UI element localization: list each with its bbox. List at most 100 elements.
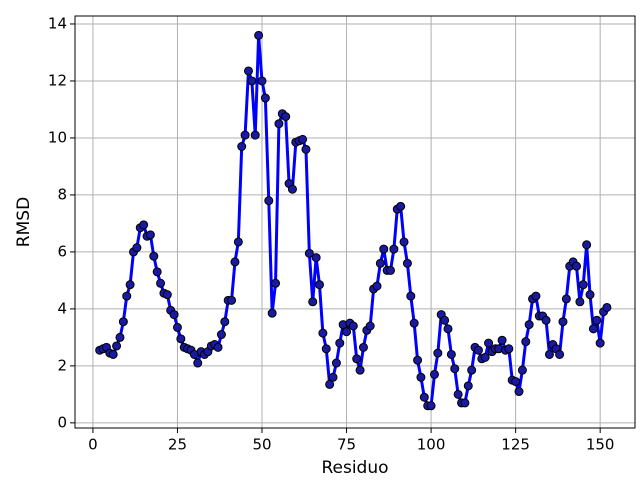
y-tick-label: 8 — [57, 185, 67, 203]
data-point — [328, 372, 338, 382]
data-point — [524, 320, 534, 330]
x-tick-label: 25 — [168, 436, 187, 454]
data-point — [467, 365, 477, 375]
x-tick-label: 0 — [88, 436, 98, 454]
data-point — [399, 237, 409, 247]
data-point — [504, 344, 514, 354]
data-point — [193, 358, 203, 368]
data-point — [325, 379, 335, 389]
x-tick-label: 150 — [586, 436, 615, 454]
y-tick-label: 12 — [48, 71, 67, 89]
data-point — [237, 141, 247, 151]
data-point — [440, 315, 450, 325]
data-point — [240, 130, 250, 140]
data-point — [216, 330, 226, 340]
data-point — [446, 349, 456, 359]
data-point — [453, 389, 463, 399]
y-tick-label: 4 — [57, 299, 67, 317]
data-point — [484, 338, 494, 348]
x-tick-label: 100 — [417, 436, 446, 454]
data-point — [331, 358, 341, 368]
data-point — [582, 240, 592, 250]
data-point — [413, 355, 423, 365]
data-point — [145, 230, 155, 240]
data-point — [260, 93, 270, 103]
data-point — [396, 201, 406, 211]
x-tick-label: 75 — [337, 436, 356, 454]
y-tick-label: 14 — [48, 14, 67, 32]
data-point — [304, 248, 314, 258]
y-axis-label: RMSD — [14, 197, 34, 247]
data-point — [274, 119, 284, 129]
data-point — [578, 280, 588, 290]
data-point — [139, 220, 149, 230]
data-point — [122, 291, 132, 301]
data-point — [558, 317, 568, 327]
data-point — [473, 345, 483, 355]
data-point — [254, 30, 264, 40]
data-point — [419, 392, 429, 402]
data-point — [271, 278, 281, 288]
data-point — [281, 112, 291, 122]
data-point — [429, 369, 439, 379]
data-point — [409, 318, 419, 328]
data-point — [544, 349, 554, 359]
data-point — [355, 365, 365, 375]
data-point — [264, 196, 274, 206]
data-point — [298, 134, 308, 144]
data-point — [372, 281, 382, 291]
data-point — [588, 324, 598, 334]
data-point — [311, 253, 321, 263]
data-point — [287, 184, 297, 194]
data-point — [541, 315, 551, 325]
y-tick-label: 10 — [48, 128, 67, 146]
data-point — [132, 243, 142, 253]
data-point — [575, 297, 585, 307]
data-point — [342, 327, 352, 337]
data-point — [115, 332, 125, 342]
data-point — [162, 290, 172, 300]
data-point — [118, 317, 128, 327]
data-point — [220, 317, 230, 327]
data-point — [595, 338, 605, 348]
data-point — [592, 315, 602, 325]
data-point — [416, 372, 426, 382]
data-point — [379, 244, 389, 254]
data-point — [443, 324, 453, 334]
data-point — [450, 364, 460, 374]
data-point — [227, 295, 237, 305]
data-point — [108, 349, 118, 359]
data-point — [463, 381, 473, 391]
data-point — [169, 310, 179, 320]
data-point — [352, 354, 362, 364]
data-point — [243, 66, 253, 76]
data-point — [321, 344, 331, 354]
data-point — [555, 349, 565, 359]
data-point — [152, 267, 162, 277]
data-point — [335, 338, 345, 348]
data-point — [386, 265, 396, 275]
data-point — [480, 352, 490, 362]
data-point — [318, 328, 328, 338]
data-point — [125, 280, 135, 290]
data-point — [402, 258, 412, 268]
data-point — [561, 294, 571, 304]
data-point — [257, 76, 267, 86]
data-point — [433, 348, 443, 358]
data-point — [514, 387, 524, 397]
data-point — [602, 302, 612, 312]
data-point — [149, 251, 159, 261]
data-point — [250, 130, 260, 140]
data-point — [230, 257, 240, 267]
data-point — [497, 335, 507, 345]
data-point — [426, 401, 436, 411]
data-point — [375, 258, 385, 268]
data-point — [301, 144, 311, 154]
data-point — [365, 321, 375, 331]
data-point — [112, 341, 122, 351]
y-tick-label: 2 — [57, 356, 67, 374]
data-point — [517, 365, 527, 375]
data-point — [571, 261, 581, 271]
data-point — [389, 244, 399, 254]
